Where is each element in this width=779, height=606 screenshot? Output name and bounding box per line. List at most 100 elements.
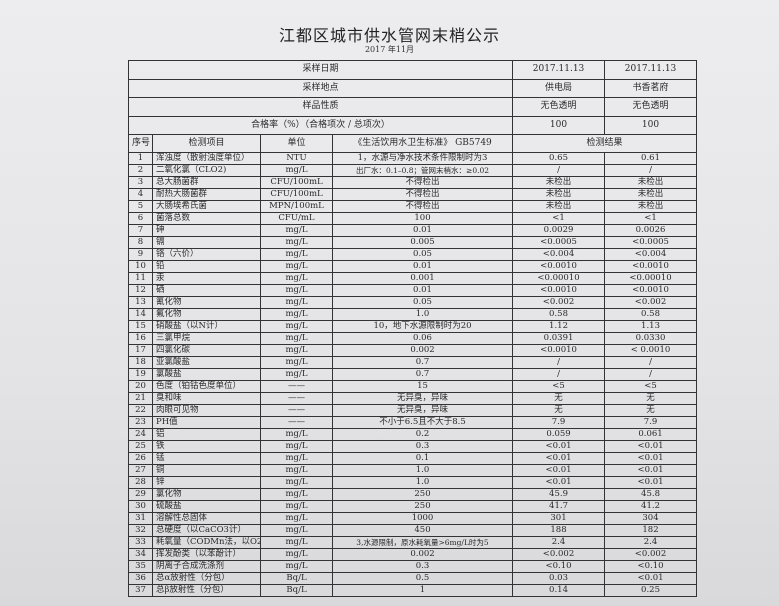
cell-result-2: <0.002 [604,548,698,561]
header-seq: 序号 [128,134,153,153]
meta-row: 采样日期 2017.11.13 2017.11.13 [127,60,698,80]
cell-result-2: 0.0330 [604,332,698,345]
cell-standard: 1.0 [331,308,514,321]
cell-result-2: <0.0010 [604,284,698,297]
cell-result-1: <0.01 [512,452,606,465]
cell-result-1: 0.58 [512,308,606,321]
cell-result-1: 0.65 [512,152,606,165]
cell-standard: 3,水源限制，原水耗氧量>6mg/L时为5 [331,536,514,549]
meta-value-2: 书香茗府 [604,78,698,98]
header-standard: 《生活饮用水卫生标准》 GB5749 [331,134,514,153]
cell-seq: 18 [128,356,153,369]
cell-result-1: 188 [512,524,606,537]
cell-unit: mg/L [260,488,333,501]
cell-seq: 8 [128,236,153,249]
cell-item: 汞 [152,272,261,285]
cell-result-1: 未检出 [512,176,606,189]
cell-result-2: 0.58 [604,308,698,321]
cell-result-2: <5 [604,380,698,393]
cell-result-2: <0.002 [604,296,698,309]
cell-unit: mg/L [260,260,333,273]
cell-result-2: <0.01 [604,464,698,477]
cell-result-1: <0.002 [512,296,606,309]
page-subtitle: 2017 年11月 [364,45,415,54]
cell-seq: 17 [128,344,153,357]
cell-result-1: <0.00010 [512,272,606,285]
cell-unit: mg/L [260,320,333,333]
cell-item: 砷 [152,224,261,237]
cell-unit: CFU/100mL [260,176,333,189]
table-row: 24 铝 mg/L 0.2 0.059 0.061 [128,428,698,441]
table-row: 28 锌 mg/L 1.0 <0.01 <0.01 [128,476,698,489]
table-row: 8 镉 mg/L 0.005 <0.0005 <0.0005 [128,236,698,249]
cell-standard: 无异臭，异味 [331,392,514,405]
cell-result-1: <1 [512,212,606,225]
cell-result-2: <0.01 [604,476,698,489]
cell-result-2: 304 [604,512,698,525]
cell-result-2: 2.4 [604,536,698,549]
cell-standard: 出厂水：0.1–0.8；管网末梢水：≥0.02 [331,164,514,177]
cell-unit: Bq/L [260,584,333,597]
table-row: 17 四氯化碳 mg/L 0.002 <0.0010 < 0.0010 [128,344,698,357]
cell-result-1: <0.0010 [512,284,606,297]
cell-standard: 0.002 [331,548,514,561]
cell-result-1: / [512,368,606,381]
cell-seq: 30 [128,500,153,513]
table-row: 19 氯酸盐 mg/L 0.7// [128,368,698,381]
cell-result-1: 0.059 [512,428,606,441]
cell-unit: mg/L [260,308,333,321]
cell-standard: 0.005 [331,236,514,249]
cell-unit: —— [260,392,333,405]
table-row: 6 菌落总数 CFU/mL 100 <1 <1 [128,212,698,225]
cell-item: 挥发酚类（以苯酚计） [152,548,261,561]
cell-seq: 12 [128,284,153,297]
cell-item: 溶解性总固体 [152,512,261,525]
cell-result-2: 无 [604,392,698,405]
cell-standard: 0.05 [331,296,514,309]
cell-result-2: 未检出 [604,200,698,213]
cell-standard: 1，水源与净水技术条件限制时为3 [331,152,514,165]
table-row: 7 砷 mg/L 0.01 0.0029 0.0026 [128,224,698,237]
cell-item: 氰化物 [152,296,261,309]
cell-standard: 0.01 [331,224,514,237]
cell-unit: mg/L [260,284,333,297]
cell-unit: —— [260,380,333,393]
cell-unit: mg/L [260,296,333,309]
cell-standard: 1000 [331,512,514,525]
cell-unit: mg/L [260,524,333,537]
cell-unit: mg/L [260,344,333,357]
cell-standard: 15 [331,380,514,393]
table-row: 5 大肠埃希氏菌 MPN/100mL 不得检出 未检出 未检出 [128,200,698,213]
cell-result-2: 45.8 [604,488,698,501]
table-row: 29 氯化物 mg/L 250 45.9 45.8 [128,488,698,501]
cell-standard: 0.7 [331,368,514,381]
cell-unit: mg/L [260,332,333,345]
cell-unit: mg/L [260,368,333,381]
cell-result-1: 无 [512,392,606,405]
cell-item: 耗氧量（CODMn法，以O2计） [152,536,261,549]
cell-result-1: <0.002 [512,548,606,561]
cell-seq: 22 [128,404,153,417]
cell-item: 铜 [152,464,261,477]
meta-value-2: 2017.11.13 [604,60,698,80]
cell-result-1: <0.01 [512,464,606,477]
cell-result-1: <0.004 [512,248,606,261]
cell-unit: CFU/mL [260,212,333,225]
cell-unit: mg/L [260,536,333,549]
cell-unit: mg/L [260,452,333,465]
cell-result-2: 0.61 [604,152,698,165]
cell-item: 总大肠菌群 [152,176,261,189]
cell-seq: 7 [128,224,153,237]
cell-item: 二氧化氯（CLO2) [152,164,261,177]
header-item: 检测项目 [152,134,261,153]
cell-seq: 3 [128,176,153,189]
cell-item: 肉眼可见物 [152,404,261,417]
cell-item: 锌 [152,476,261,489]
cell-unit: Bq/L [260,572,333,585]
cell-result-2: <0.0005 [604,236,698,249]
cell-result-1: 45.9 [512,488,606,501]
cell-result-2: 0.25 [604,584,698,597]
cell-seq: 2 [128,164,153,177]
cell-standard: 0.2 [331,428,514,441]
cell-unit: mg/L [260,548,333,561]
